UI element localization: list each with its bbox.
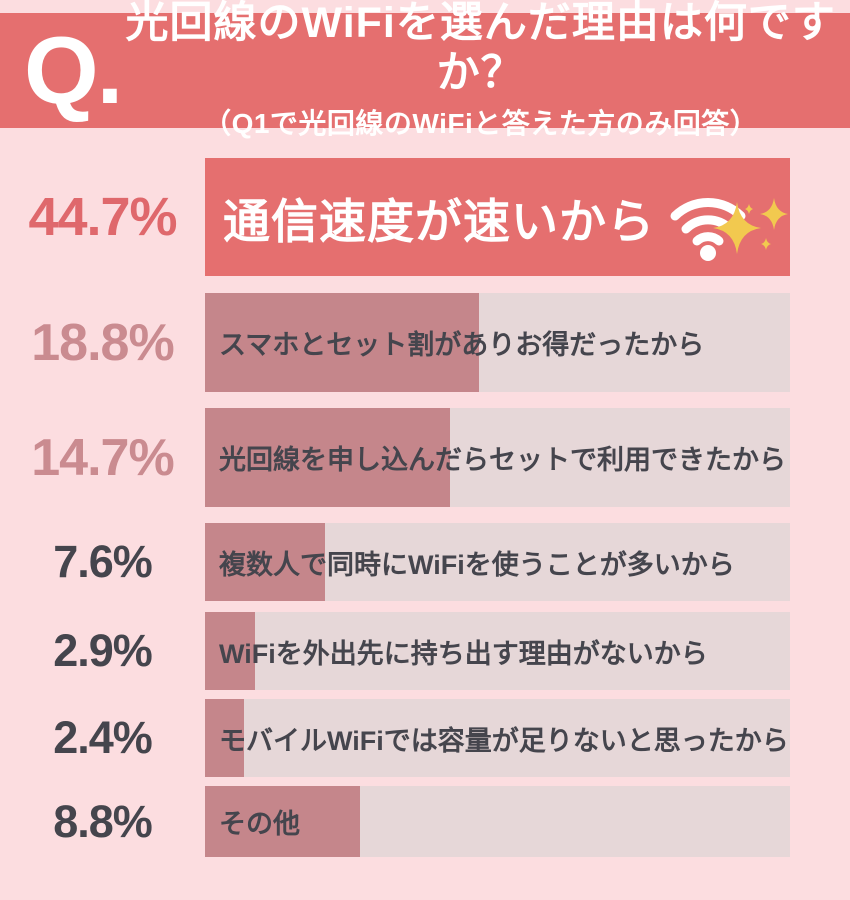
bar-row-7: 8.8% その他 <box>0 786 850 857</box>
bar-fill <box>205 786 361 857</box>
bar-track: その他 <box>205 786 790 857</box>
percent-label: 2.9% <box>53 625 153 676</box>
bar-fill <box>205 523 325 601</box>
question-text-block: 光回線のWiFiを選んだ理由は何ですか？ （Q1で光回線のWiFiと答えた方のみ… <box>121 0 850 142</box>
bar-track: 複数人で同時にWiFiを使うことが多いから <box>205 523 790 601</box>
bar-label: 通信速度が速いから <box>223 194 655 248</box>
bar-row-6: 2.4% モバイルWiFiでは容量が足りないと思ったから <box>0 699 850 777</box>
bar-track: 通信速度が速いから <box>205 158 790 276</box>
bar-row-2: 18.8% スマホとセット割がありお得だったから <box>0 293 850 392</box>
percent-label: 44.7% <box>28 187 177 247</box>
bar-row-4: 7.6% 複数人で同時にWiFiを使うことが多いから <box>0 523 850 601</box>
percent-label: 7.6% <box>53 536 153 587</box>
bar-label: WiFiを外出先に持ち出す理由がないから <box>219 638 708 669</box>
question-mark-label: Q. <box>24 16 123 124</box>
bar-label: スマホとセット割がありお得だったから <box>219 330 705 360</box>
bar-label: その他 <box>219 809 300 839</box>
bar-fill <box>205 699 245 777</box>
bar-label: 複数人で同時にWiFiを使うことが多いから <box>219 549 735 580</box>
bar-track: WiFiを外出先に持ち出す理由がないから <box>205 612 790 690</box>
bar-row-3: 14.7% 光回線を申し込んだらセットで利用できたから <box>0 408 850 507</box>
bar-track: スマホとセット割がありお得だったから <box>205 293 790 392</box>
bar-track: 光回線を申し込んだらセットで利用できたから <box>205 408 790 507</box>
percent-label: 18.8% <box>31 313 174 372</box>
bar-label: 光回線を申し込んだらセットで利用できたから <box>219 445 786 475</box>
bar-label: モバイルWiFiでは容量が足りないと思ったから <box>219 725 789 756</box>
question-header: Q. 光回線のWiFiを選んだ理由は何ですか？ （Q1で光回線のWiFiと答えた… <box>0 0 850 139</box>
bar-row-5: 2.9% WiFiを外出先に持ち出す理由がないから <box>0 612 850 690</box>
percent-label: 8.8% <box>53 795 153 847</box>
question-subtitle: （Q1で光回線のWiFiと答えた方のみ回答） <box>203 107 759 139</box>
bar-label-wrap: 通信速度が速いから <box>205 158 790 276</box>
bar-fill <box>205 612 255 690</box>
bar-row-1: 44.7% 通信速度が速いから <box>0 158 850 276</box>
bar-fill <box>205 408 451 507</box>
question-title: 光回線のWiFiを選んだ理由は何ですか？ <box>125 0 836 97</box>
bar-fill <box>205 293 479 392</box>
bar-fill <box>205 158 790 276</box>
percent-label: 14.7% <box>31 428 174 487</box>
percent-label: 2.4% <box>53 712 153 763</box>
bar-track: モバイルWiFiでは容量が足りないと思ったから <box>205 699 790 777</box>
wifi-sparkle-icon <box>670 198 788 261</box>
